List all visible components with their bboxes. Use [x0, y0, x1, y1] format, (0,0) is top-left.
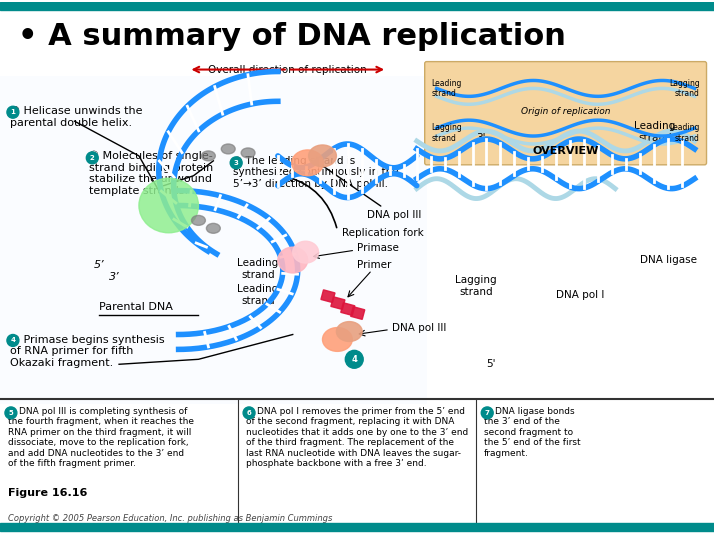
Text: Lagging
strand: Lagging strand — [669, 79, 700, 98]
Ellipse shape — [278, 247, 307, 273]
Ellipse shape — [202, 151, 215, 161]
Ellipse shape — [221, 144, 235, 154]
Text: ⑦ DNA ligase bonds
the 3’ end of the
second fragment to
the 5’ end of the first
: ⑦ DNA ligase bonds the 3’ end of the sec… — [485, 407, 581, 457]
Text: Overall direction of replication: Overall direction of replication — [208, 65, 367, 75]
Ellipse shape — [309, 145, 336, 167]
Text: Figure 16.16: Figure 16.16 — [8, 488, 87, 498]
Text: Replication fork: Replication fork — [342, 228, 424, 238]
Text: 4: 4 — [351, 355, 357, 364]
Text: • A summary of DNA replication: • A summary of DNA replication — [18, 22, 566, 51]
Text: Lagging
strand: Lagging strand — [432, 123, 462, 143]
Bar — [0, 2, 714, 10]
Bar — [321, 290, 335, 302]
FancyBboxPatch shape — [425, 62, 706, 165]
Bar — [0, 77, 427, 404]
Text: Primase: Primase — [357, 243, 399, 253]
Ellipse shape — [323, 328, 352, 352]
Circle shape — [346, 350, 363, 368]
Text: DNA ligase: DNA ligase — [640, 255, 697, 265]
Circle shape — [243, 407, 255, 419]
Circle shape — [86, 152, 98, 164]
Bar — [331, 297, 345, 309]
Text: ④ Primase begins synthesis
of RNA primer for fifth
Okazaki fragment.: ④ Primase begins synthesis of RNA primer… — [10, 334, 165, 368]
Text: 6: 6 — [247, 410, 251, 416]
Circle shape — [7, 106, 19, 118]
Text: Copyright © 2005 Pearson Education, Inc. publishing as Benjamin Cummings: Copyright © 2005 Pearson Education, Inc.… — [8, 514, 333, 523]
Bar — [351, 307, 365, 319]
Text: 3: 3 — [234, 160, 238, 166]
Text: ② Molecules of single-
strand binding protein
stabilize the unwound
template str: ② Molecules of single- strand binding pr… — [89, 151, 214, 196]
Text: Parental DNA: Parental DNA — [99, 302, 173, 312]
Text: DNA pol III: DNA pol III — [316, 161, 421, 220]
Circle shape — [7, 334, 19, 346]
Ellipse shape — [292, 150, 323, 176]
Ellipse shape — [139, 178, 199, 233]
Text: Primer: Primer — [357, 260, 392, 270]
Circle shape — [5, 407, 17, 419]
Text: Leading
strand: Leading strand — [432, 79, 462, 98]
Text: ⑤ DNA pol III is completing synthesis of
the fourth fragment, when it reaches th: ⑤ DNA pol III is completing synthesis of… — [8, 407, 194, 468]
Text: 3’: 3’ — [109, 272, 120, 282]
Text: 5’: 5’ — [94, 260, 105, 270]
Ellipse shape — [336, 322, 362, 341]
Text: Leading
strand: Leading strand — [634, 122, 675, 143]
Bar — [341, 303, 355, 315]
Text: DNA pol I: DNA pol I — [556, 290, 604, 300]
Ellipse shape — [207, 224, 220, 233]
Circle shape — [230, 157, 242, 169]
Text: Leading
strand: Leading strand — [238, 258, 279, 280]
Text: ⑥ DNA pol I removes the primer from the 5’ end
of the second fragment, replacing: ⑥ DNA pol I removes the primer from the … — [246, 407, 468, 468]
Ellipse shape — [241, 148, 255, 158]
Text: 5': 5' — [486, 359, 496, 369]
Text: DNA pol III: DNA pol III — [392, 322, 446, 333]
Text: Lagging
strand: Lagging strand — [456, 275, 497, 297]
Text: OVERVIEW: OVERVIEW — [532, 146, 599, 156]
Text: 2: 2 — [90, 155, 94, 161]
Text: 3': 3' — [477, 133, 486, 143]
Text: 4: 4 — [10, 338, 15, 343]
Text: 1: 1 — [11, 109, 15, 115]
Text: 7: 7 — [485, 410, 490, 416]
Text: Origin of replication: Origin of replication — [521, 107, 611, 116]
Text: ③ The leading strand is
synthesized continuously in the
5’→3’ direction by DNA p: ③ The leading strand is synthesized cont… — [233, 156, 399, 189]
Text: ① Helicase unwinds the
parental double helix.: ① Helicase unwinds the parental double h… — [10, 106, 143, 128]
Ellipse shape — [293, 241, 318, 263]
Circle shape — [481, 407, 493, 419]
Ellipse shape — [192, 215, 205, 225]
Text: 5: 5 — [9, 410, 13, 416]
Text: Leading
strand: Leading strand — [669, 123, 700, 143]
Text: Leading
strand: Leading strand — [238, 284, 279, 306]
Bar — [0, 523, 714, 531]
